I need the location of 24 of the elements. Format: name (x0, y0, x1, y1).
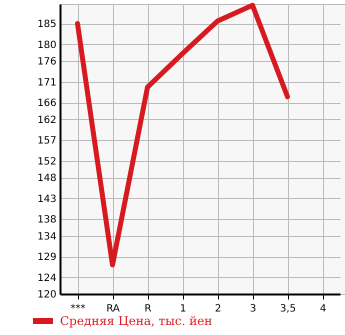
x-tick-label: 2 (214, 304, 222, 314)
y-tick-label: 120 (37, 290, 56, 300)
y-tick-label: 129 (37, 252, 56, 264)
y-tick-label: 143 (37, 194, 56, 205)
y-tick-label: 138 (37, 214, 56, 226)
legend-label: Средняя Цена, тыс. йен (60, 314, 212, 328)
x-tick-label: 1 (180, 304, 186, 314)
y-tick-label: 166 (37, 98, 56, 110)
y-tick-label: 124 (37, 272, 56, 284)
x-tick-label: *** (70, 304, 86, 314)
y-tick-label: 134 (37, 231, 56, 242)
x-tick-label: 3 (250, 304, 256, 314)
y-tick-label: 185 (37, 19, 56, 30)
y-tick-label: 180 (37, 40, 56, 51)
x-tick-label: 3,5 (280, 304, 296, 314)
x-tick-label: 4 (320, 304, 326, 314)
y-tick-label: 171 (37, 77, 56, 88)
y-tick-label: 162 (37, 114, 56, 126)
y-tick-label: 157 (37, 136, 56, 147)
y-tick-label: 176 (37, 56, 56, 68)
y-tick-label: 148 (37, 173, 56, 184)
y-tick-label: 152 (37, 156, 56, 168)
x-tick-label: RA (106, 304, 120, 314)
x-tick-label: R (144, 304, 152, 314)
